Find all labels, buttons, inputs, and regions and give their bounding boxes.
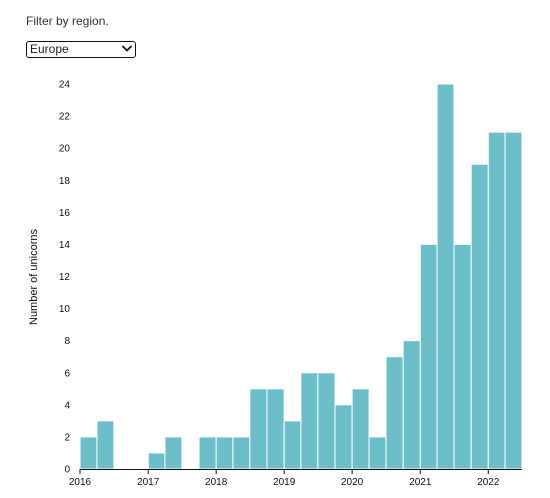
y-tick-label: 20 bbox=[59, 144, 71, 155]
bar-4 bbox=[147, 452, 166, 470]
bar-17 bbox=[368, 436, 387, 470]
bar-14 bbox=[317, 372, 336, 470]
x-tick-label: 2021 bbox=[409, 477, 432, 488]
bar-8 bbox=[215, 436, 234, 470]
bar-18 bbox=[385, 356, 404, 470]
bar-12 bbox=[283, 420, 302, 470]
y-tick-label: 12 bbox=[59, 272, 71, 283]
bar-21 bbox=[436, 83, 455, 470]
y-axis-title: Number of unicorns bbox=[28, 229, 40, 325]
y-tick-label: 24 bbox=[59, 80, 71, 91]
bar-24 bbox=[487, 131, 506, 470]
bar-23 bbox=[470, 163, 489, 470]
bar-13 bbox=[300, 372, 319, 470]
bar-1 bbox=[96, 420, 115, 470]
x-tick-label: 2022 bbox=[477, 477, 500, 488]
bar-10 bbox=[249, 388, 268, 470]
bar-19 bbox=[402, 340, 421, 470]
bar-20 bbox=[419, 243, 438, 470]
region-select[interactable]: Europe bbox=[26, 41, 136, 58]
y-tick-label: 8 bbox=[64, 336, 70, 347]
chevron-down-icon bbox=[122, 45, 132, 52]
bar-7 bbox=[198, 436, 217, 470]
bar-9 bbox=[232, 436, 251, 470]
y-tick-label: 22 bbox=[59, 112, 71, 123]
y-tick-label: 2 bbox=[64, 432, 70, 443]
bar-16 bbox=[351, 388, 370, 470]
y-tick-label: 4 bbox=[64, 400, 70, 411]
y-tick-label: 18 bbox=[59, 176, 71, 187]
x-tick-label: 2019 bbox=[273, 477, 296, 488]
region-select-value: Europe bbox=[30, 42, 69, 56]
y-tick-label: 0 bbox=[64, 465, 70, 476]
bar-11 bbox=[266, 388, 285, 470]
bar-22 bbox=[453, 243, 472, 470]
bar-0 bbox=[79, 436, 98, 470]
bars-layer bbox=[79, 83, 523, 470]
x-tick-label: 2018 bbox=[205, 477, 228, 488]
bar-15 bbox=[334, 404, 353, 470]
bar-25 bbox=[504, 131, 523, 470]
y-tick-label: 16 bbox=[59, 208, 71, 219]
x-axis: 2016 2017 2018 2019 2020 2021 2022 bbox=[69, 469, 522, 488]
bar-5 bbox=[164, 436, 183, 470]
y-tick-label: 10 bbox=[59, 304, 71, 315]
x-tick-label: 2016 bbox=[69, 477, 92, 488]
x-tick-label: 2020 bbox=[341, 477, 364, 488]
y-tick-label: 6 bbox=[64, 368, 70, 379]
filter-label: Filter by region. bbox=[26, 14, 109, 28]
y-tick-label: 14 bbox=[59, 240, 71, 251]
x-tick-label: 2017 bbox=[137, 477, 160, 488]
